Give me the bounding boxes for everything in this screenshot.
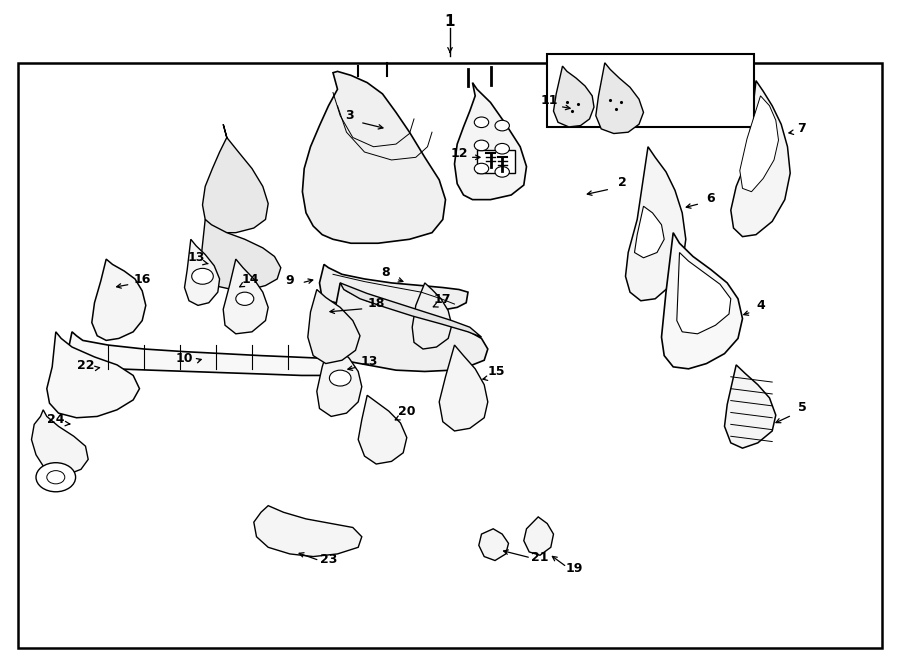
Polygon shape — [677, 253, 731, 334]
Polygon shape — [32, 410, 88, 475]
Polygon shape — [731, 81, 790, 237]
Text: 10: 10 — [176, 352, 194, 366]
Text: 11: 11 — [540, 95, 558, 108]
Polygon shape — [302, 71, 446, 243]
Text: 21: 21 — [531, 551, 549, 564]
Polygon shape — [68, 332, 337, 375]
Text: 24: 24 — [47, 413, 65, 426]
Text: 16: 16 — [133, 273, 151, 286]
Bar — [18, 63, 882, 648]
Polygon shape — [626, 147, 686, 301]
Text: 9: 9 — [285, 274, 294, 288]
Text: 6: 6 — [706, 192, 716, 205]
Polygon shape — [320, 283, 488, 371]
Polygon shape — [202, 124, 268, 233]
Text: 13: 13 — [187, 251, 205, 264]
Text: 2: 2 — [618, 176, 627, 190]
Circle shape — [474, 140, 489, 151]
Text: 15: 15 — [488, 366, 506, 379]
Circle shape — [495, 167, 509, 177]
Bar — [547, 54, 754, 127]
Text: 22: 22 — [76, 359, 94, 372]
Circle shape — [495, 143, 509, 154]
Polygon shape — [254, 506, 362, 557]
Circle shape — [329, 370, 351, 386]
Text: 5: 5 — [798, 401, 807, 414]
Polygon shape — [412, 283, 452, 349]
Circle shape — [192, 268, 213, 284]
Polygon shape — [47, 332, 140, 418]
Text: 8: 8 — [381, 266, 390, 280]
Polygon shape — [479, 529, 508, 561]
Polygon shape — [724, 365, 776, 448]
Polygon shape — [308, 290, 360, 364]
Bar — [477, 150, 515, 173]
Polygon shape — [317, 338, 362, 416]
Circle shape — [36, 463, 76, 492]
Polygon shape — [740, 96, 778, 192]
Polygon shape — [634, 206, 664, 258]
Text: 20: 20 — [398, 405, 416, 418]
Polygon shape — [200, 219, 281, 290]
Polygon shape — [439, 345, 488, 431]
Polygon shape — [454, 83, 526, 200]
Circle shape — [236, 292, 254, 305]
Text: 19: 19 — [565, 562, 583, 575]
Polygon shape — [662, 233, 742, 369]
Polygon shape — [358, 395, 407, 464]
Polygon shape — [92, 259, 146, 340]
Polygon shape — [320, 264, 468, 312]
Text: 7: 7 — [796, 122, 806, 136]
Polygon shape — [184, 239, 220, 305]
Circle shape — [47, 471, 65, 484]
Polygon shape — [524, 517, 554, 555]
Text: 3: 3 — [345, 109, 354, 122]
Circle shape — [474, 117, 489, 128]
Polygon shape — [340, 283, 482, 337]
Polygon shape — [223, 259, 268, 334]
Circle shape — [495, 120, 509, 131]
Text: 18: 18 — [367, 297, 385, 311]
Circle shape — [474, 163, 489, 174]
Text: 1: 1 — [445, 14, 455, 28]
Text: 13: 13 — [360, 355, 378, 368]
Text: 14: 14 — [241, 273, 259, 286]
Text: 17: 17 — [434, 293, 452, 306]
Polygon shape — [596, 63, 644, 134]
Text: 23: 23 — [320, 553, 338, 566]
Polygon shape — [554, 66, 594, 127]
Text: 4: 4 — [756, 299, 765, 313]
Text: 12: 12 — [451, 147, 468, 161]
